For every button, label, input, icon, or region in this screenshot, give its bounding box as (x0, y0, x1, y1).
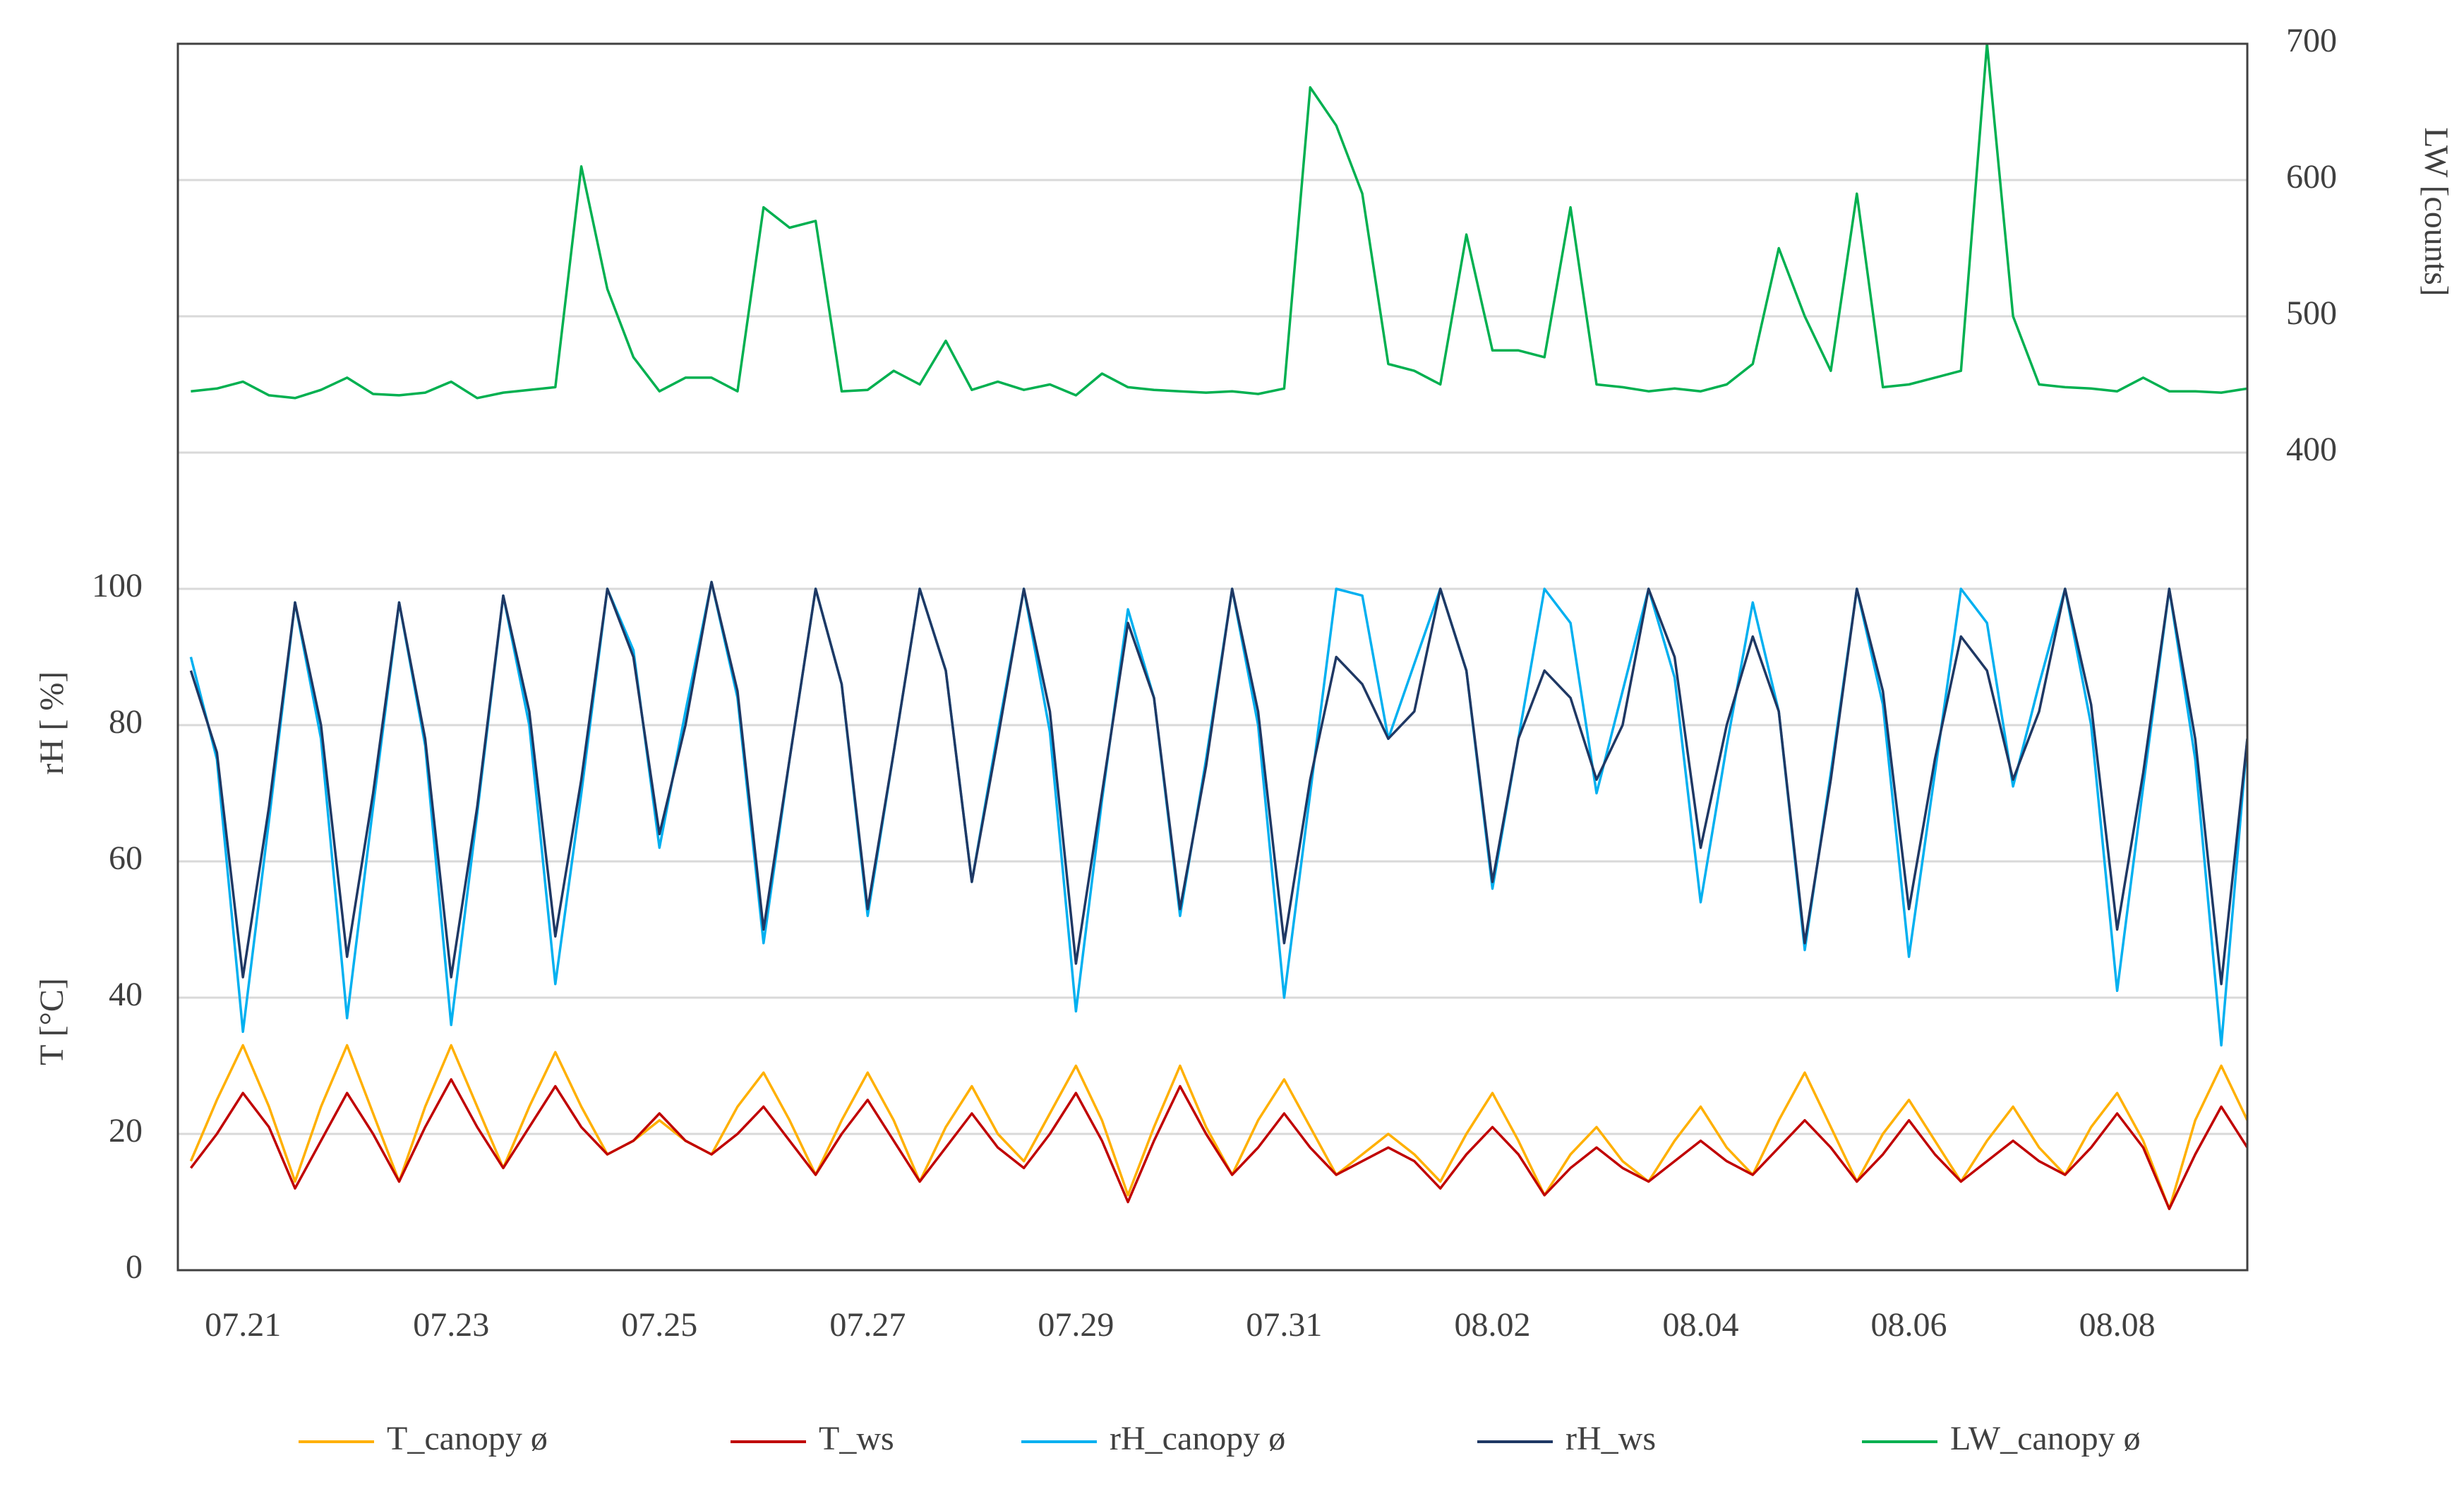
y-tick-label: 0 (126, 1248, 143, 1286)
y-axis-label: T [°C] (33, 978, 71, 1065)
y2-axis-label: LW [counts] (2417, 127, 2455, 296)
y-axis-label: rH [ %] (33, 671, 71, 775)
x-tick-label: 08.02 (1454, 1306, 1530, 1344)
y-tick-label: 60 (109, 839, 143, 877)
x-tick-label: 07.29 (1038, 1306, 1114, 1344)
y2-tick-label: 500 (2286, 294, 2337, 332)
legend-label: rH_canopy ø (1110, 1420, 1285, 1457)
data-line (191, 44, 2247, 400)
y2-tick-label: 700 (2286, 22, 2337, 59)
x-tick-label: 07.31 (1246, 1306, 1322, 1344)
x-tick-label: 07.25 (621, 1306, 697, 1344)
data-line (189, 1044, 2247, 1210)
x-tick-label: 08.08 (2079, 1306, 2156, 1344)
x-tick-label: 07.21 (205, 1306, 281, 1344)
y2-tick-label: 400 (2286, 431, 2337, 468)
y-tick-label: 80 (109, 703, 143, 741)
y-tick-label: 100 (92, 567, 143, 604)
x-tick-label: 07.27 (829, 1306, 906, 1344)
x-tick-label: 07.23 (413, 1306, 489, 1344)
y2-tick-label: 600 (2286, 158, 2337, 196)
data-line (189, 580, 2247, 1047)
legend-label: T_canopy ø (387, 1420, 548, 1457)
x-tick-label: 08.04 (1663, 1306, 1739, 1344)
legend-label: rH_ws (1565, 1420, 1656, 1457)
y-tick-label: 20 (109, 1112, 143, 1149)
plot-frame (176, 42, 2249, 1272)
data-line (190, 1078, 2247, 1210)
data-line (189, 580, 2247, 986)
legend-label: T_ws (819, 1420, 894, 1457)
x-tick-label: 08.06 (1871, 1306, 1947, 1344)
legend-label: LW_canopy ø (1950, 1420, 2141, 1457)
y-tick-label: 40 (109, 976, 143, 1013)
